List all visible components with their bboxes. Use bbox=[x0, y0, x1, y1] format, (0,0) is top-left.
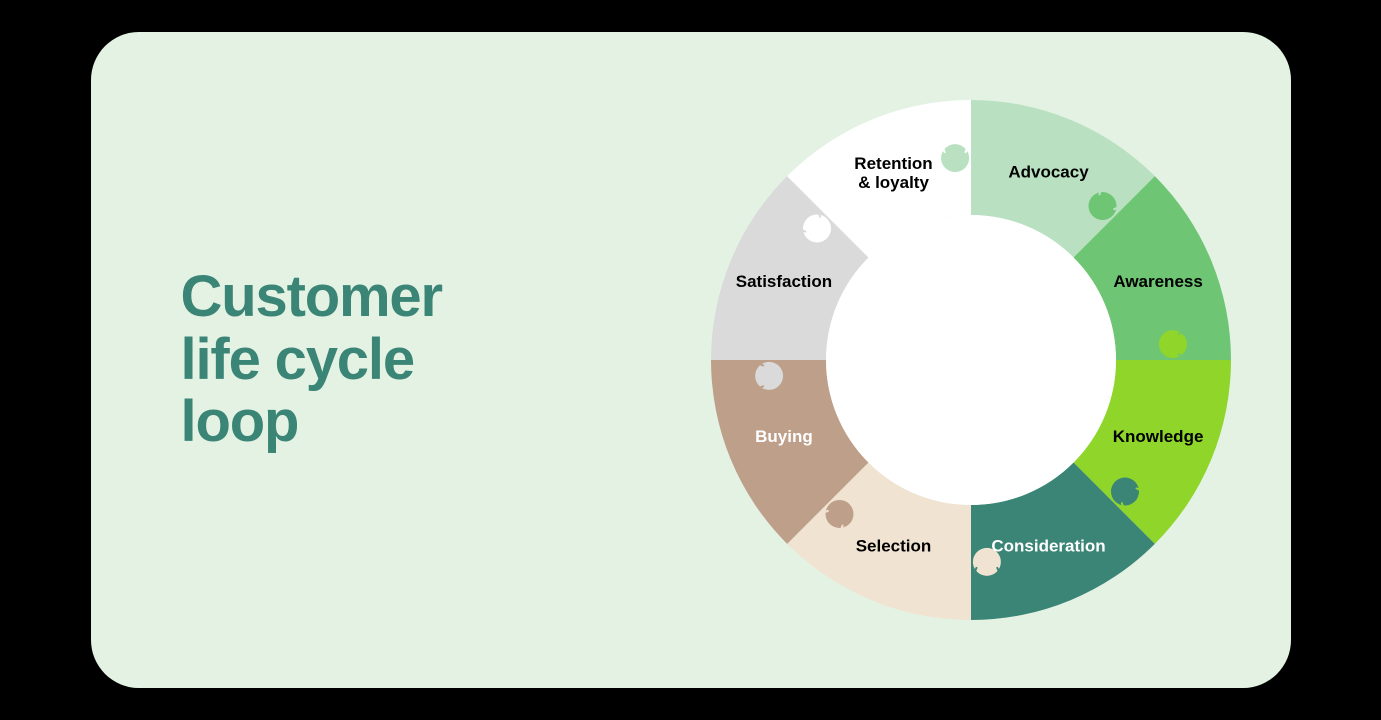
puzzle-tab-icon bbox=[1088, 192, 1116, 220]
segment-label: Consideration bbox=[991, 537, 1105, 556]
puzzle-tab-icon bbox=[941, 144, 969, 172]
puzzle-tab-icon bbox=[1158, 330, 1186, 358]
page-title: Customer life cycle loop bbox=[181, 266, 442, 454]
puzzle-tab-icon bbox=[825, 500, 853, 528]
puzzle-tab-icon bbox=[1110, 478, 1138, 506]
puzzle-tab-icon bbox=[803, 214, 831, 242]
segment-label: Advocacy bbox=[1008, 162, 1089, 181]
donut-svg: Advocacy Awareness Knowledge Consideration S… bbox=[701, 90, 1241, 630]
segment-label: Selection bbox=[855, 537, 931, 556]
infographic-card: Customer life cycle loop Advocacy Awarene… bbox=[91, 32, 1291, 688]
title-line-1: Customer bbox=[181, 266, 442, 329]
segment-label: Buying bbox=[755, 427, 813, 446]
donut-center bbox=[826, 215, 1116, 505]
lifecycle-donut-chart: Advocacy Awareness Knowledge Consideration S… bbox=[701, 90, 1241, 630]
title-line-3: loop bbox=[181, 391, 442, 454]
puzzle-tab-icon bbox=[755, 362, 783, 390]
segment-label: Retention& loyalty bbox=[854, 154, 932, 192]
segment-label: Knowledge bbox=[1112, 427, 1203, 446]
title-line-2: life cycle bbox=[181, 329, 442, 392]
segment-label: Satisfaction bbox=[735, 272, 831, 291]
segment-label: Awareness bbox=[1113, 272, 1202, 291]
